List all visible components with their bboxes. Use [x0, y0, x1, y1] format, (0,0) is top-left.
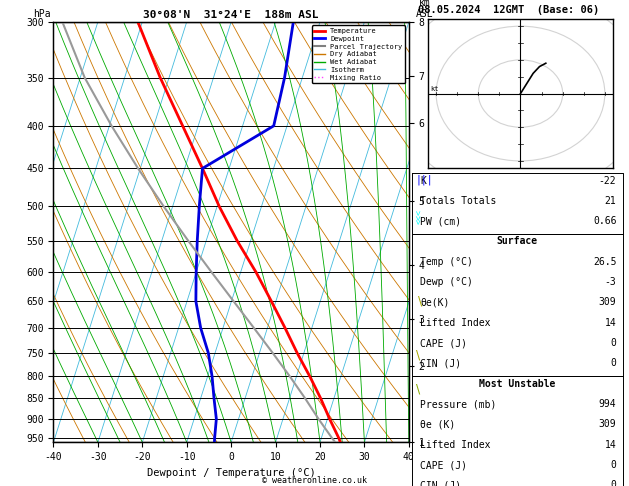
- Text: Most Unstable: Most Unstable: [479, 379, 555, 389]
- Text: Lifted Index: Lifted Index: [420, 440, 491, 450]
- Text: 08.05.2024  12GMT  (Base: 06): 08.05.2024 12GMT (Base: 06): [418, 4, 599, 15]
- Text: \: \: [418, 295, 423, 308]
- Text: θe (K): θe (K): [420, 419, 455, 430]
- Text: CAPE (J): CAPE (J): [420, 338, 467, 348]
- Text: 0: 0: [611, 480, 616, 486]
- Text: Temp (°C): Temp (°C): [420, 257, 473, 267]
- Text: 994: 994: [599, 399, 616, 409]
- Text: Dewp (°C): Dewp (°C): [420, 277, 473, 287]
- Legend: Temperature, Dewpoint, Parcel Trajectory, Dry Adiabat, Wet Adiabat, Isotherm, Mi: Temperature, Dewpoint, Parcel Trajectory…: [311, 25, 405, 83]
- Text: \: \: [416, 382, 421, 395]
- Text: 26.5: 26.5: [593, 257, 616, 267]
- Text: -22: -22: [599, 175, 616, 186]
- Text: 309: 309: [599, 297, 616, 308]
- Text: hPa: hPa: [33, 9, 50, 19]
- Text: 0: 0: [611, 460, 616, 470]
- Text: CIN (J): CIN (J): [420, 359, 462, 368]
- Text: 14: 14: [604, 318, 616, 328]
- X-axis label: Dewpoint / Temperature (°C): Dewpoint / Temperature (°C): [147, 468, 316, 478]
- Title: 30°08'N  31°24'E  188m ASL: 30°08'N 31°24'E 188m ASL: [143, 10, 319, 20]
- Text: |||: |||: [415, 174, 433, 185]
- Text: 14: 14: [604, 440, 616, 450]
- Text: -3: -3: [604, 277, 616, 287]
- Text: PW (cm): PW (cm): [420, 216, 462, 226]
- Text: 0: 0: [611, 359, 616, 368]
- Text: 309: 309: [599, 419, 616, 430]
- Text: CAPE (J): CAPE (J): [420, 460, 467, 470]
- Text: Surface: Surface: [497, 237, 538, 246]
- Text: km
ASL: km ASL: [416, 0, 433, 19]
- Text: Pressure (mb): Pressure (mb): [420, 399, 497, 409]
- Text: 0: 0: [611, 338, 616, 348]
- Text: K: K: [420, 175, 426, 186]
- Text: 21: 21: [604, 196, 616, 206]
- Text: 0.66: 0.66: [593, 216, 616, 226]
- Text: © weatheronline.co.uk: © weatheronline.co.uk: [262, 476, 367, 485]
- Text: CIN (J): CIN (J): [420, 480, 462, 486]
- Text: θe(K): θe(K): [420, 297, 450, 308]
- Text: <<<: <<<: [415, 209, 424, 224]
- Text: Lifted Index: Lifted Index: [420, 318, 491, 328]
- Text: Totals Totals: Totals Totals: [420, 196, 497, 206]
- Text: kt: kt: [430, 86, 438, 92]
- Text: \: \: [416, 348, 421, 361]
